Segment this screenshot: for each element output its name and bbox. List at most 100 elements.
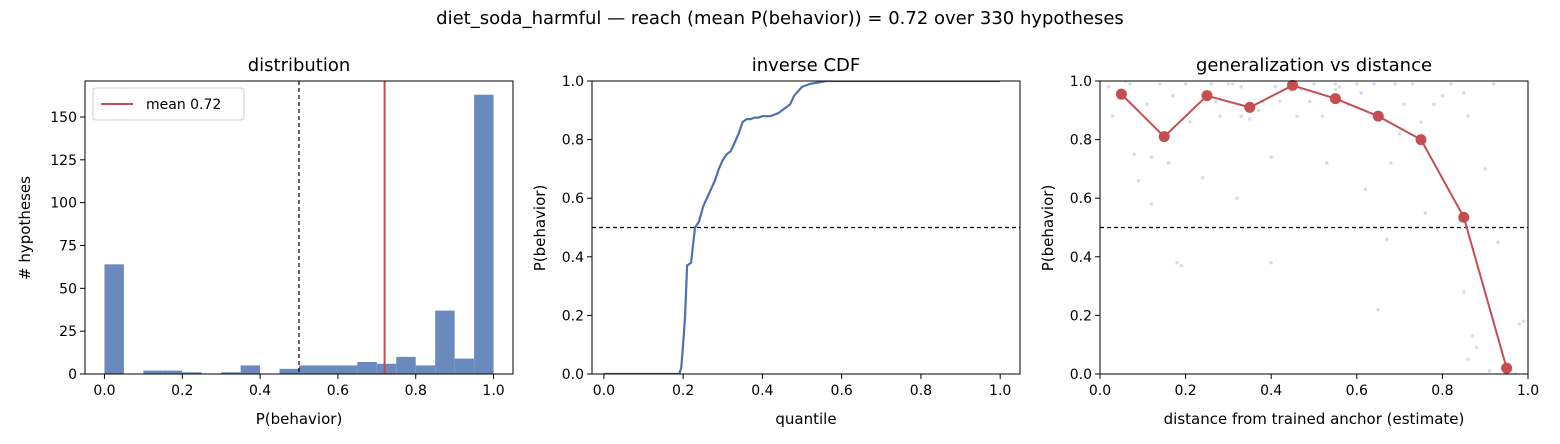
hypothesis-point (1376, 307, 1380, 312)
axes-frame (591, 80, 1021, 375)
x-tick-label: 0.6 (1346, 383, 1368, 399)
hypothesis-point (1320, 114, 1325, 118)
generalization-title: generalization vs distance (1196, 55, 1432, 76)
y-tick-label: 0.6 (562, 191, 584, 207)
hypothesis-point (1106, 85, 1111, 89)
hypothesis-point (1256, 108, 1261, 113)
generalization-xlabel: distance from trained anchor (estimate) (1164, 410, 1465, 428)
binned-mean-point (1287, 79, 1299, 91)
distribution-panel: distribution 0.0 0.2 0.4 0.6 0.8 1.0 0 25 50 75 10… (16, 55, 514, 428)
binned-mean-point (1372, 110, 1384, 122)
axes-frame (1099, 80, 1529, 375)
inverse-cdf-xlabel: quantile (775, 410, 836, 428)
inverse-cdf-plot-area: 0.0 0.2 0.4 0.6 0.8 1.0 0.0 0.2 0.4 0.6 0.8 1.0 (562, 74, 1021, 399)
hypothesis-point (1384, 237, 1389, 242)
hypothesis-point (1218, 114, 1222, 118)
y-tick-label: 0.0 (1070, 367, 1092, 383)
histogram-bar (357, 362, 377, 374)
y-tick-label: 0 (68, 367, 77, 383)
hypothesis-point (1170, 93, 1175, 98)
hypothesis-point (1483, 167, 1487, 171)
hypothesis-point (1213, 99, 1218, 104)
histogram-bar (182, 372, 202, 374)
hypothesis-point (1470, 334, 1475, 338)
hypothesis-point (1183, 82, 1188, 86)
figure-title: diet_soda_harmful — reach (mean P(behavi… (436, 8, 1124, 29)
hypothesis-point (1166, 161, 1171, 165)
hypothesis-point (1175, 260, 1179, 265)
y-tick-label: 0.8 (562, 133, 584, 149)
hypothesis-point (1474, 345, 1479, 350)
y-tick-label: 0.2 (562, 308, 584, 324)
hypothesis-point (1462, 90, 1466, 95)
hypothesis-point (1419, 120, 1423, 124)
y-tick-label: 75 (59, 238, 77, 254)
hypothesis-point (1200, 175, 1205, 180)
y-tick-label: 0.0 (562, 367, 584, 383)
distribution-legend: mean 0.72 (92, 87, 245, 121)
hypothesis-point (1188, 120, 1192, 124)
y-tick-label: 125 (50, 153, 77, 169)
y-tick-label: 0.6 (1070, 191, 1092, 207)
histogram-bar (279, 368, 299, 374)
hypothesis-point (1423, 211, 1428, 215)
x-tick-label: 0.2 (672, 383, 694, 399)
binned-mean-point (1244, 101, 1256, 113)
distribution-title: distribution (248, 55, 351, 76)
x-tick-label: 0.0 (1089, 383, 1111, 399)
binned-mean-point (1201, 90, 1213, 102)
y-tick-label: 25 (59, 324, 77, 340)
histogram-bar (474, 94, 494, 374)
hypothesis-point (1235, 196, 1239, 200)
hypothesis-point (1226, 82, 1231, 86)
hypothesis-point (1145, 102, 1149, 107)
x-tick-label: 0.4 (751, 383, 773, 399)
hypothesis-point (1269, 155, 1273, 159)
hypothesis-point (1295, 114, 1299, 118)
hypothesis-point (1491, 82, 1496, 86)
hypothesis-point (1248, 117, 1252, 121)
y-tick-label: 100 (50, 196, 77, 212)
hypothesis-point (1149, 202, 1154, 206)
hypothesis-point (1393, 82, 1398, 86)
hypothesis-point (1179, 263, 1184, 268)
hypothesis-point (1209, 82, 1214, 86)
histogram-bar (454, 358, 475, 374)
hypothesis-point (1410, 82, 1415, 86)
x-tick-label: 0.6 (831, 383, 853, 399)
hypothesis-point (1136, 178, 1141, 183)
binned-mean-point (1415, 134, 1427, 146)
x-tick-label: 0.8 (1431, 383, 1453, 399)
hypothesis-point (1230, 82, 1235, 86)
hypothesis-point (1149, 155, 1154, 159)
x-tick-label: 0.2 (171, 383, 193, 399)
data-marks (592, 81, 1020, 374)
legend-frame (92, 87, 245, 121)
histogram-bar (299, 365, 319, 374)
axes-frame (84, 80, 514, 375)
histogram-bar (396, 356, 416, 374)
hypothesis-point (1333, 82, 1338, 86)
y-tick-label: 150 (50, 110, 77, 126)
binned-mean-line (1120, 84, 1508, 369)
distribution-ylabel: # hypotheses (16, 176, 34, 280)
x-tick-label: 1.0 (1517, 383, 1539, 399)
inverse-cdf-title: inverse CDF (752, 55, 861, 76)
generalization-plot-area: 0.0 0.2 0.4 0.6 0.8 1.0 0.0 0.2 0.4 0.6 0.8 1.0 (1070, 74, 1539, 399)
hypothesis-point (1273, 85, 1278, 89)
histogram-bar (221, 372, 241, 374)
hypothesis-point (1487, 369, 1492, 373)
hypothesis-point (1363, 187, 1368, 192)
hypothesis-point (1269, 260, 1273, 265)
x-tick-label: 0.0 (593, 383, 615, 399)
y-tick-label: 0.8 (1070, 133, 1092, 149)
hypothesis-point (1432, 102, 1436, 107)
x-tick-label: 0.4 (1260, 383, 1282, 399)
binned-mean-point (1158, 131, 1170, 143)
y-tick-label: 0.2 (1070, 308, 1092, 324)
hypothesis-point (1466, 357, 1470, 362)
inverse-cdf-ylabel: P(behavior) (531, 185, 549, 272)
hypothesis-point (1239, 114, 1244, 118)
binned-mean-point (1501, 362, 1513, 374)
